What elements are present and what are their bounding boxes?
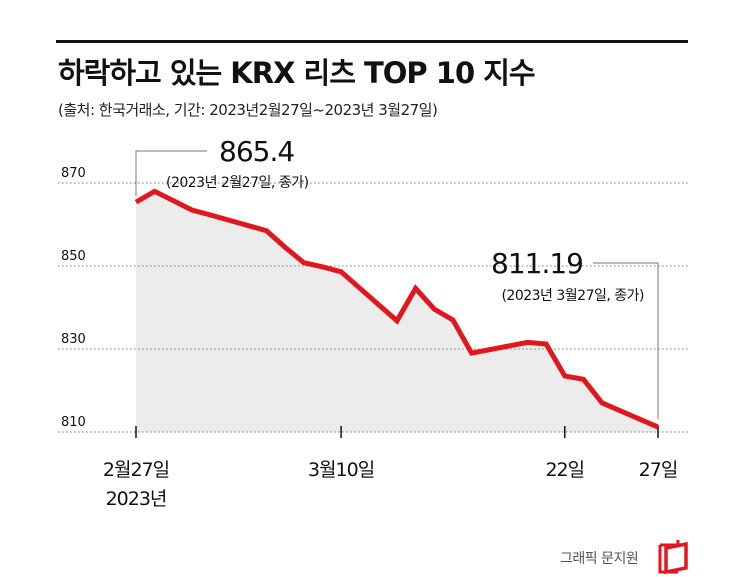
y-tick-label: 850 xyxy=(61,249,86,264)
area-fill xyxy=(136,191,658,432)
chart-title: 하락하고 있는 KRX 리츠 TOP 10 지수 xyxy=(58,56,536,90)
annotation-end-note: (2023년 3월27일, 종가) xyxy=(501,288,644,304)
y-tick-label: 810 xyxy=(61,415,86,430)
annotation-start-note: (2023년 2월27일, 종가) xyxy=(166,175,309,191)
top-rule xyxy=(56,40,688,43)
series-line xyxy=(134,188,659,430)
graphic-credit: 그래픽 문지원 xyxy=(560,551,639,567)
x-tick-label: 3월10일 xyxy=(308,459,374,481)
annotation-end-leader xyxy=(593,262,659,420)
x-tick-label: 2월27일 xyxy=(103,459,169,481)
y-tick-label: 870 xyxy=(61,166,86,181)
x-tick-label: 2023년 xyxy=(106,488,167,510)
x-tick-label: 22일 xyxy=(545,459,584,481)
chart-subtitle: (출처: 한국거래소, 기간: 2023년2월27일~2023년 3월27일) xyxy=(58,101,438,119)
annotation-start-leader xyxy=(135,150,207,197)
x-tick-label: 27일 xyxy=(639,459,678,481)
annotation-end-value: 811.19 xyxy=(491,247,583,280)
annotation-start-value: 865.4 xyxy=(219,135,294,168)
publisher-logo-icon xyxy=(658,540,688,575)
y-tick-label: 830 xyxy=(61,332,86,347)
